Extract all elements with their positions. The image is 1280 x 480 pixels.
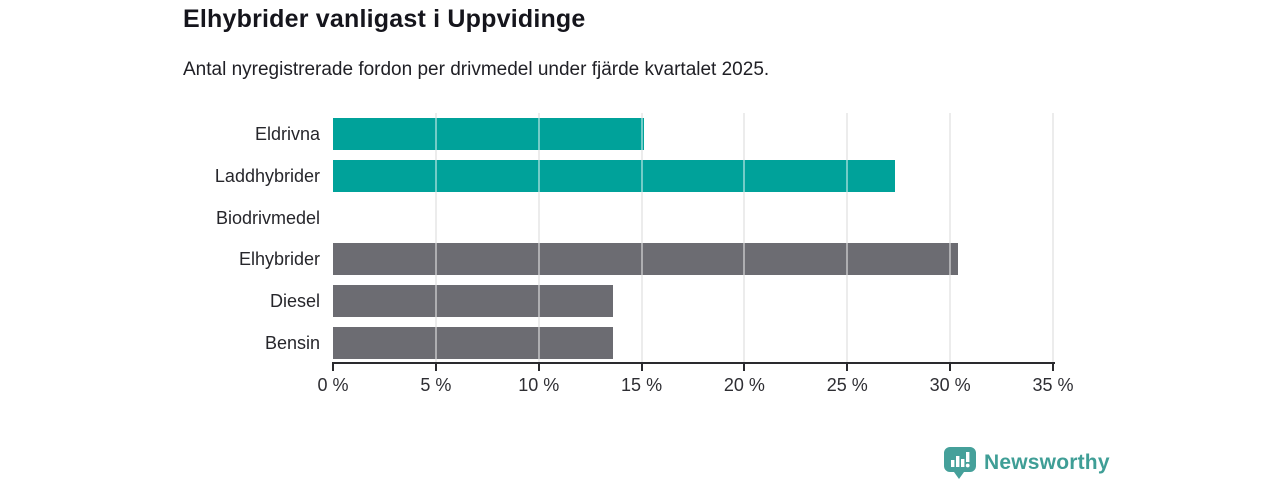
- category-label-bensin: Bensin: [264, 333, 320, 354]
- x-axis-tick-10: [537, 362, 540, 371]
- x-tick-label-10: 10 %: [518, 375, 560, 395]
- x-tick-label-5: 5 %: [420, 375, 452, 395]
- gridline-15: [640, 113, 643, 363]
- gridline-overlay-10: [537, 113, 540, 363]
- x-tick-label-0: 0 %: [317, 375, 349, 395]
- gridline-25: [846, 113, 849, 363]
- x-axis-tick-15: [640, 362, 643, 371]
- x-axis-tick-20: [743, 362, 746, 371]
- x-axis-tick-25: [846, 362, 849, 371]
- x-axis-tick-0: [332, 362, 334, 371]
- gridline-overlay-25: [846, 113, 849, 363]
- bar-bensin: [333, 327, 613, 360]
- category-label-eldrivna: Eldrivna: [254, 123, 320, 144]
- x-tick-label-25: 25 %: [826, 375, 868, 395]
- gridline-30: [949, 113, 952, 363]
- newsworthy-logo: Newsworthy: [943, 446, 1110, 479]
- chart-title: Elhybrider vanligast i Uppvidinge: [183, 5, 586, 33]
- x-axis-line: [332, 362, 1055, 364]
- bar-diesel: [333, 285, 613, 318]
- gridline-10: [537, 113, 540, 363]
- gridline-5: [434, 113, 437, 363]
- x-tick-label-20: 20 %: [723, 375, 765, 395]
- x-tick-label-30: 30 %: [929, 375, 971, 395]
- category-label-diesel: Diesel: [269, 291, 320, 312]
- x-tick-label-15: 15 %: [621, 375, 663, 395]
- newsworthy-icon: [944, 447, 976, 479]
- gridline-overlay-30: [949, 113, 952, 363]
- x-axis-tick-35: [1052, 362, 1054, 371]
- x-axis-tick-30: [949, 362, 952, 371]
- bar-laddhybrider: [333, 159, 895, 192]
- gridline-overlay-20: [743, 113, 746, 363]
- gridline-overlay-5: [434, 113, 437, 363]
- bar-elhybrider: [333, 243, 959, 276]
- bar-eldrivna: [333, 117, 644, 150]
- category-label-biodrivmedel: Biodrivmedel: [215, 207, 320, 228]
- newsworthy-wordmark: Newsworthy: [984, 450, 1110, 474]
- gridline-20: [743, 113, 746, 363]
- x-axis-tick-5: [434, 362, 437, 371]
- category-label-elhybrider: Elhybrider: [238, 249, 320, 270]
- category-label-laddhybrider: Laddhybrider: [214, 165, 320, 186]
- gridline-35: [1052, 113, 1054, 363]
- gridline-overlay-35: [1052, 113, 1054, 363]
- gridline-overlay-15: [640, 113, 643, 363]
- chart-subtitle: Antal nyregistrerade fordon per drivmede…: [183, 59, 770, 80]
- x-tick-label-35: 35 %: [1032, 375, 1074, 395]
